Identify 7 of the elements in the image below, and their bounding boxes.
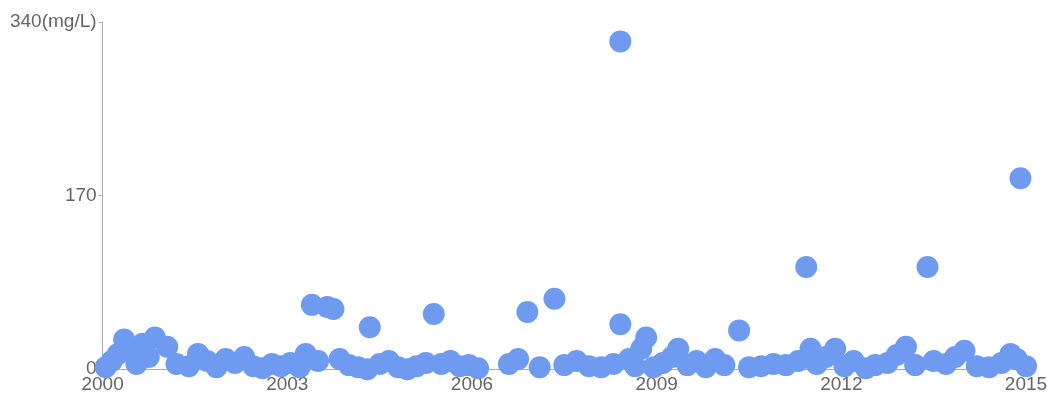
x-tick-label: 2009 — [635, 372, 678, 394]
x-tick-label: 2003 — [266, 372, 309, 394]
x-tick-label: 2012 — [820, 372, 863, 394]
x-tick-label: 2015 — [1004, 372, 1048, 394]
x-tick-label: 2006 — [450, 372, 494, 394]
y-tick-label: 170 — [64, 183, 97, 205]
y-tick-label: 340(mg/L) — [9, 10, 97, 32]
